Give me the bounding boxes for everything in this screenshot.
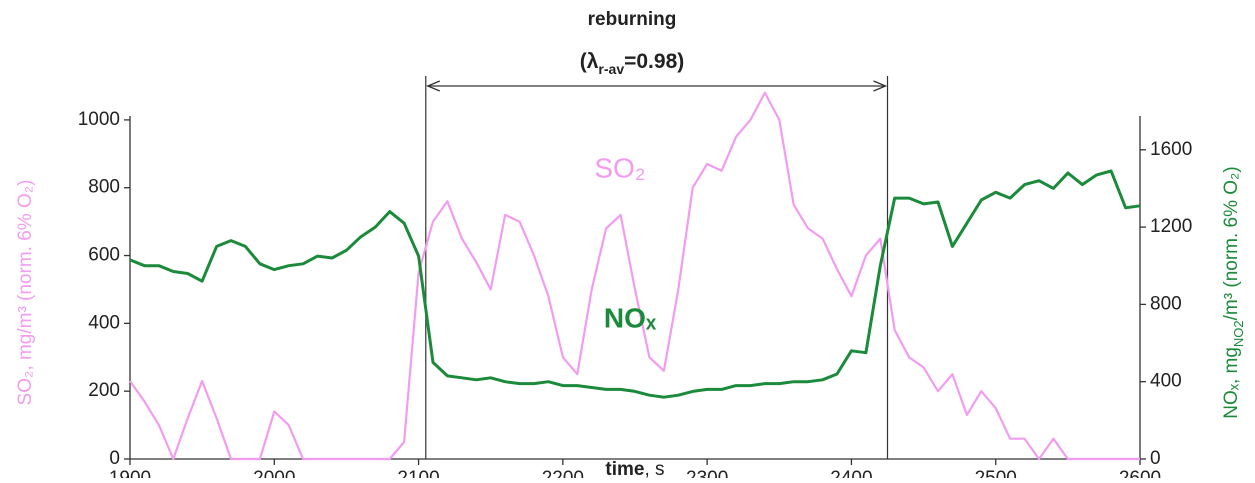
x-tick-label: 2600 <box>1119 468 1161 478</box>
y2-label-part: /m³ (norm. 6% O₂) <box>1221 166 1242 320</box>
arrow-head <box>426 80 441 92</box>
subtitle-part: r-av <box>598 61 624 77</box>
x-tick-label: 2500 <box>975 468 1017 478</box>
x-tick-label: 2400 <box>830 468 872 478</box>
series-label: SO₂ <box>594 152 645 183</box>
y2-tick-label: 1200 <box>1150 216 1192 237</box>
chart-title: reburning <box>588 9 677 30</box>
y-tick-label: 0 <box>109 448 120 469</box>
y2-axis-label: NOₓ, mgNO2/m³ (norm. 6% O₂) <box>1221 166 1246 419</box>
y-tick-label: 1000 <box>78 109 120 130</box>
subtitle-part: (λ <box>580 50 599 73</box>
y-tick-label: 600 <box>88 245 120 266</box>
x-tick-label: 2100 <box>397 468 439 478</box>
y2-label-part: NO2 <box>1231 320 1246 347</box>
series-line <box>129 169 1141 399</box>
subtitle-part: =0.98) <box>624 50 684 73</box>
y-tick-label: 800 <box>88 177 120 198</box>
x-tick-label: 2200 <box>542 468 584 478</box>
y2-label-part: NOₓ, mg <box>1221 347 1242 419</box>
x-tick-label: 2000 <box>253 468 295 478</box>
x-label-part: time <box>605 459 644 478</box>
axis-frame <box>129 116 1141 460</box>
y-tick-label: 200 <box>88 380 120 401</box>
series-label: NOₓ <box>604 302 657 333</box>
arrow-head <box>873 80 888 92</box>
y-tick-label: 400 <box>88 312 120 333</box>
y2-tick-label: 1600 <box>1150 139 1192 160</box>
x-tick-label: 1900 <box>109 468 151 478</box>
y2-tick-label: 0 <box>1150 448 1161 469</box>
y2-tick-label: 400 <box>1150 371 1182 392</box>
series-line <box>129 91 1140 461</box>
x-axis-label: time, s <box>605 459 664 478</box>
chart-subtitle: (λr-av=0.98) <box>580 50 685 77</box>
x-tick-label: 2300 <box>686 468 728 478</box>
y2-tick-label: 800 <box>1150 293 1182 314</box>
x-label-part: , s <box>645 459 665 478</box>
y-axis-label: SO₂, mg/m³ (norm. 6% O₂) <box>15 180 36 406</box>
